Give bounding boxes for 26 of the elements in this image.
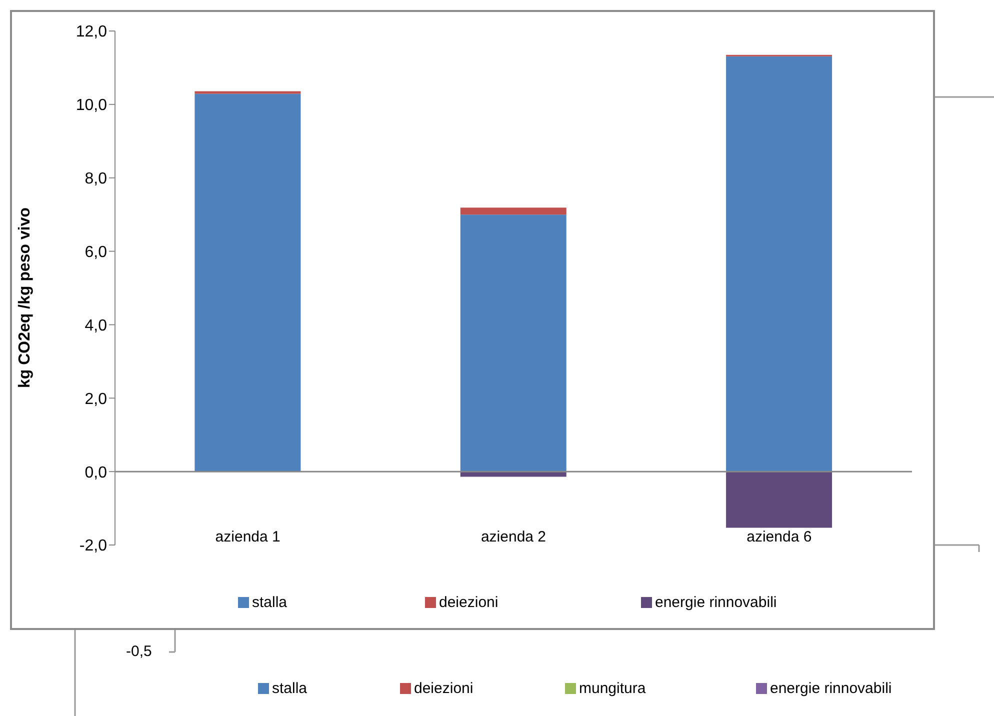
legend-label: mungitura [579, 680, 646, 697]
y-tick-label: 6,0 [84, 244, 108, 261]
x-tick-label: azienda 2 [480, 528, 546, 546]
bar [194, 91, 301, 94]
legend-label: stalla [252, 594, 288, 611]
x-tick-label: azienda 1 [215, 528, 280, 546]
y-tick-label: 10,0 [76, 97, 108, 114]
y-tick-label: -2,0 [79, 538, 108, 555]
legend-label: stalla [272, 680, 308, 697]
y-axis-title: kg CO2eq /kg peso vivo [16, 207, 34, 388]
y-tick-label: 8,0 [84, 170, 108, 188]
legend-label: energie rinnovabili [770, 680, 892, 697]
legend-label: deiezioni [414, 680, 474, 697]
x-tick-label: azienda 6 [746, 528, 812, 546]
legend-label: deiezioni [439, 594, 498, 611]
bar [460, 208, 566, 215]
bar [460, 214, 566, 472]
y-tick-label: 12,0 [76, 24, 108, 41]
y-tick-label: 2,0 [84, 390, 108, 408]
bar [194, 94, 301, 472]
legend-label: energie rinnovabili [655, 594, 777, 611]
bar [726, 472, 832, 528]
text: -0,5 [126, 643, 152, 660]
y-tick-label: 0,0 [84, 464, 108, 482]
bar [726, 56, 832, 472]
y-tick-label: 4,0 [84, 317, 108, 334]
